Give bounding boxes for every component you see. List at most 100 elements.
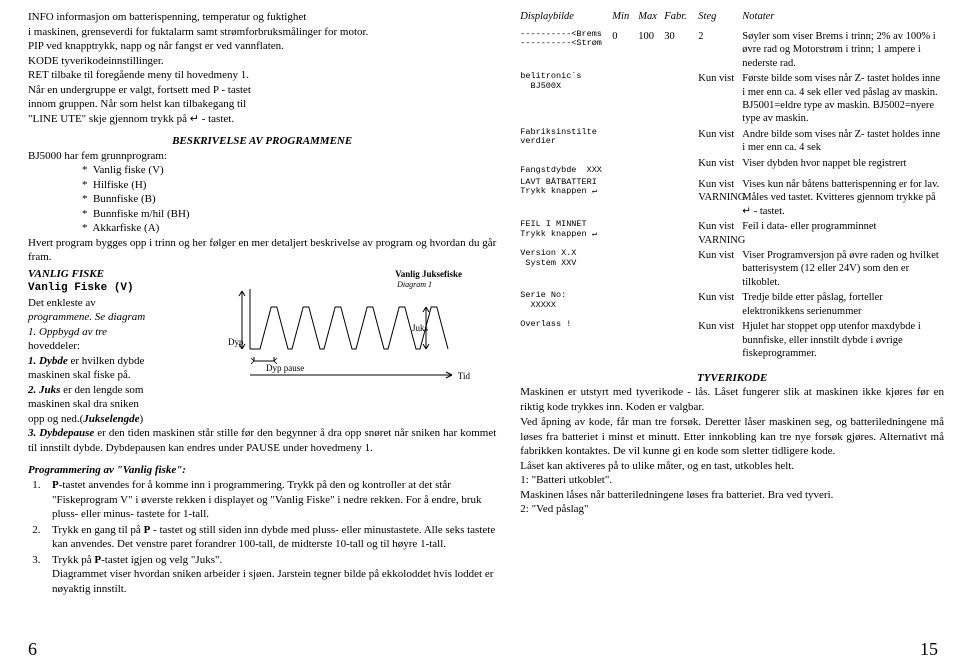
program-item: Hilfiske (H) xyxy=(82,178,496,193)
display-header: Displaybilde Min Max Fabr. Steg Notater xyxy=(520,10,944,28)
display-bilde: FEIL I MINNET Trykk knappen ↵ xyxy=(520,220,612,247)
display-steg: Kun vist VARNING xyxy=(698,178,742,218)
hdr-fabr: Fabr. xyxy=(664,10,698,24)
left-column: INFO informasjon om batterispenning, tem… xyxy=(28,10,496,656)
display-row: Fangstdybde XXXKun vistViser dybden hvor… xyxy=(520,155,944,176)
display-max xyxy=(638,249,664,289)
display-steg: Kun vist xyxy=(698,72,742,126)
tyveri-list-item: Maskinen låses når batteriledningene løs… xyxy=(520,488,944,503)
display-notes: Vises kun når båtens batterispenning er … xyxy=(742,178,944,218)
vf-line: 2. Juks er den lengde som xyxy=(28,383,218,398)
vanlig-fiske-text: VANLIG FISKE Vanlig Fiske (V) Det enkles… xyxy=(28,267,218,427)
display-notes: Viser Programversjon på øvre raden og hv… xyxy=(742,249,944,289)
page: INFO informasjon om batterispenning, tem… xyxy=(0,0,960,662)
program-item: Bunnfiske m/hil (BH) xyxy=(82,207,496,222)
display-min xyxy=(612,72,638,126)
program-item: Bunnfiske (B) xyxy=(82,192,496,207)
display-fabr xyxy=(664,291,698,318)
display-notes: Første bilde som vises når Z- tastet hol… xyxy=(742,72,944,126)
display-fabr xyxy=(664,128,698,155)
program-item: Vanlig fiske (V) xyxy=(82,163,496,178)
vf-line: opp og ned.(Jukselengde) xyxy=(28,412,218,427)
intro-line: PIP ved knapptrykk, napp og når fangst e… xyxy=(28,39,496,54)
display-fabr xyxy=(664,220,698,247)
hdr-displaybilde: Displaybilde xyxy=(520,10,612,24)
display-bilde: LAVT BÅTBATTERI Trykk knappen ↵ xyxy=(520,178,612,218)
display-row: Overlass !Kun vistHjulet har stoppet opp… xyxy=(520,318,944,360)
section-heading-beskrivelse: BESKRIVELSE AV PROGRAMMENE xyxy=(28,134,496,149)
display-min: 0 xyxy=(612,30,638,70)
display-max xyxy=(638,220,664,247)
vf-line: maskinen skal fiske på. xyxy=(28,368,218,383)
display-min xyxy=(612,128,638,155)
display-max xyxy=(638,157,664,176)
programming-list: P-tastet anvendes for å komme inn i prog… xyxy=(28,478,496,597)
chart-svg xyxy=(226,269,476,389)
display-fabr xyxy=(664,320,698,360)
display-steg: Kun vist xyxy=(698,291,742,318)
display-bilde: belitronic´s BJ500X xyxy=(520,72,612,126)
display-max xyxy=(638,128,664,155)
vf-head: VANLIG FISKE xyxy=(28,267,218,282)
display-notes: Tredje bilde etter påslag, forteller ele… xyxy=(742,291,944,318)
intro-line: i maskinen, grenseverdi for fuktalarm sa… xyxy=(28,25,496,40)
display-bilde: Overlass ! xyxy=(520,320,612,360)
intro-line: innom gruppen. Når som helst kan tilbake… xyxy=(28,97,496,112)
vf-line: maskinen skal dra sniken xyxy=(28,397,218,412)
display-rows: ----------<Brems ----------<Strøm0100302… xyxy=(520,28,944,361)
intro-line: "LINE UTE" skje gjennom trykk på ↵ - tas… xyxy=(28,112,496,127)
tyveri-list-item: 2: "Ved påslag" xyxy=(520,502,944,517)
vf-line: programmene. Se diagram xyxy=(28,310,218,325)
programming-head: Programmering av "Vanlig fiske": xyxy=(28,463,496,478)
display-steg: Kun vist VARNING xyxy=(698,220,742,247)
prog-step: Trykk en gang til på P - tastet og still… xyxy=(46,523,496,552)
display-bilde: Fangstdybde XXX xyxy=(520,157,612,176)
display-fabr xyxy=(664,72,698,126)
intro-line: INFO informasjon om batterispenning, tem… xyxy=(28,10,496,25)
display-min xyxy=(612,220,638,247)
display-max xyxy=(638,291,664,318)
tyveri-list-item: 1: "Batteri utkoblet". xyxy=(520,473,944,488)
chart-vanlig-juksefiske: Vanlig Juksefiske Diagram 1 Dyp Dyp paus… xyxy=(226,269,476,389)
display-notes: Hjulet har stoppet opp utenfor maxdybde … xyxy=(742,320,944,360)
display-steg: Kun vist xyxy=(698,128,742,155)
chart-juks-label: Juks xyxy=(412,323,428,335)
display-min xyxy=(612,320,638,360)
display-notes: Viser dybden hvor nappet ble registrert xyxy=(742,157,944,176)
vanlig-fiske-row: VANLIG FISKE Vanlig Fiske (V) Det enkles… xyxy=(28,267,496,427)
display-fabr xyxy=(664,178,698,218)
vf-mono: Vanlig Fiske (V) xyxy=(28,281,218,296)
program-intro: BJ5000 har fem grunnprogram: xyxy=(28,149,496,164)
program-list: Vanlig fiske (V) Hilfiske (H) Bunnfiske … xyxy=(28,163,496,236)
vf-line: 1. Dybde er hvilken dybde xyxy=(28,354,218,369)
display-row: LAVT BÅTBATTERI Trykk knappen ↵ Kun vist … xyxy=(520,176,944,218)
display-row: Fabriksinstilte verdier Kun vistAndre bil… xyxy=(520,126,944,155)
tyveri-intro: Maskinen er utstyrt med tyverikode - lås… xyxy=(520,385,944,414)
chart-subtitle: Diagram 1 xyxy=(397,280,432,291)
intro-line: RET tilbake til foregående meny til hove… xyxy=(28,68,496,83)
display-row: FEIL I MINNET Trykk knappen ↵ Kun vist VA… xyxy=(520,218,944,247)
tyveri-body: Ved åpning av kode, får man tre forsøk. … xyxy=(520,415,944,459)
display-bilde: ----------<Brems ----------<Strøm xyxy=(520,30,612,70)
right-column: Displaybilde Min Max Fabr. Steg Notater … xyxy=(520,10,944,656)
display-row: ----------<Brems ----------<Strøm0100302… xyxy=(520,28,944,70)
hdr-notater: Notater xyxy=(742,10,944,24)
tyveri-line: Låset kan aktiveres på to ulike måter, o… xyxy=(520,459,944,474)
page-number-left: 6 xyxy=(28,639,37,660)
hdr-steg: Steg xyxy=(698,10,742,24)
chart-tid-label: Tid xyxy=(458,371,470,383)
display-bilde: Fabriksinstilte verdier xyxy=(520,128,612,155)
prog-step: P-tastet anvendes for å komme inn i prog… xyxy=(46,478,496,522)
display-min xyxy=(612,249,638,289)
display-max xyxy=(638,320,664,360)
display-row: Version X.X System XXVKun vistViser Prog… xyxy=(520,247,944,289)
intro-line: KODE tyverikodeinnstillinger. xyxy=(28,54,496,69)
vf-line: Det enkleste av xyxy=(28,296,218,311)
display-row: belitronic´s BJ500X Kun vistFørste bilde … xyxy=(520,70,944,126)
vf-line: 1. Oppbygd av tre xyxy=(28,325,218,340)
display-notes: Andre bilde som vises når Z- tastet hold… xyxy=(742,128,944,155)
display-max xyxy=(638,72,664,126)
program-item: Akkarfiske (A) xyxy=(82,221,496,236)
intro-line: Når en undergruppe er valgt, fortsett me… xyxy=(28,83,496,98)
display-min xyxy=(612,178,638,218)
